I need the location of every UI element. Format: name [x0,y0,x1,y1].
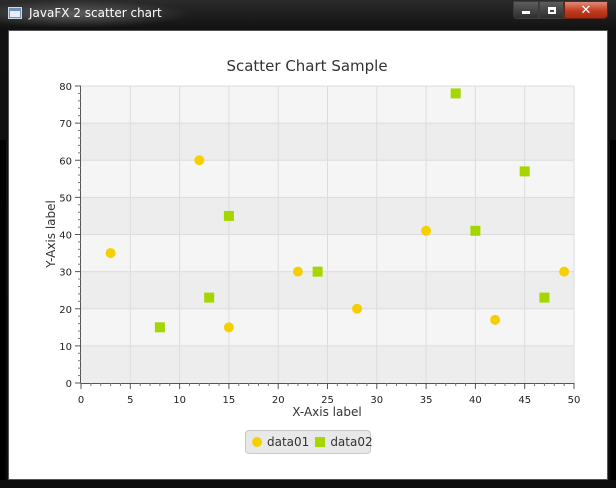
maximize-icon [547,6,556,14]
x-axis-label: X-Axis label [292,405,361,419]
x-tick-labels: 0 5 10 15 20 25 30 35 40 45 50 [78,395,581,406]
y-tick-label: 40 [59,231,72,242]
y-tick-label: 50 [59,193,72,204]
point-data02 [154,322,165,333]
x-tick-label: 40 [469,395,482,406]
y-tick-label: 60 [59,156,72,167]
legend-square-symbol [315,437,326,447]
axes [75,85,575,389]
window-title: JavaFX 2 scatter chart [29,6,162,20]
legend-label-data01: data01 [267,435,310,449]
chart-legend: data01 data02 [245,430,373,454]
x-tick-label: 20 [272,395,285,406]
title-bar[interactable]: JavaFX 2 scatter chart ✕ [0,0,616,28]
y-tick-labels: 0 10 20 30 40 50 60 70 80 [59,82,72,390]
legend-circle-symbol [252,437,262,447]
point-data01 [352,303,363,314]
point-data02 [223,210,234,221]
window-controls: ✕ [513,1,608,19]
y-tick-label: 80 [59,82,72,93]
x-tick-label: 30 [370,395,383,406]
data-points [105,88,570,333]
x-tick-label: 35 [420,395,433,406]
point-data01 [105,248,116,259]
x-tick-label: 45 [518,395,531,406]
x-tick-label: 25 [321,395,334,406]
y-tick-label: 0 [66,379,72,390]
point-data02 [204,292,215,303]
point-data02 [539,292,550,303]
x-tick-label: 0 [78,395,84,406]
legend-item-data02: data02 [315,435,373,449]
y-tick-label: 20 [59,305,72,316]
y-tick-label: 30 [59,268,72,279]
maximize-button[interactable] [539,1,564,19]
grid-lines [81,85,575,383]
point-data02 [519,166,530,177]
point-data01 [490,314,501,325]
y-axis-label: Y-Axis label [44,200,58,269]
close-icon: ✕ [580,2,592,18]
point-data01 [559,266,570,277]
close-button[interactable]: ✕ [564,1,608,19]
window-frame-left [0,140,6,480]
y-tick-label: 10 [59,342,72,353]
point-data01 [194,155,205,166]
legend-item-data01: data01 [252,435,309,449]
point-data01 [223,322,234,333]
x-tick-label: 15 [223,395,236,406]
point-data02 [312,266,323,277]
legend-label-data02: data02 [330,435,373,449]
title-glow [0,0,190,28]
point-data01 [421,225,432,236]
chart-title: Scatter Chart Sample [226,57,387,75]
java-window-icon[interactable] [8,7,22,19]
x-tick-label: 50 [568,395,581,406]
x-tick-label: 10 [173,395,186,406]
y-tick-label: 70 [59,119,72,130]
x-tick-label: 5 [127,395,133,406]
window-frame-right [610,140,616,480]
point-data02 [470,225,481,236]
minimize-icon [522,11,530,14]
point-data01 [292,266,303,277]
minimize-button[interactable] [513,1,539,19]
point-data02 [450,88,461,99]
